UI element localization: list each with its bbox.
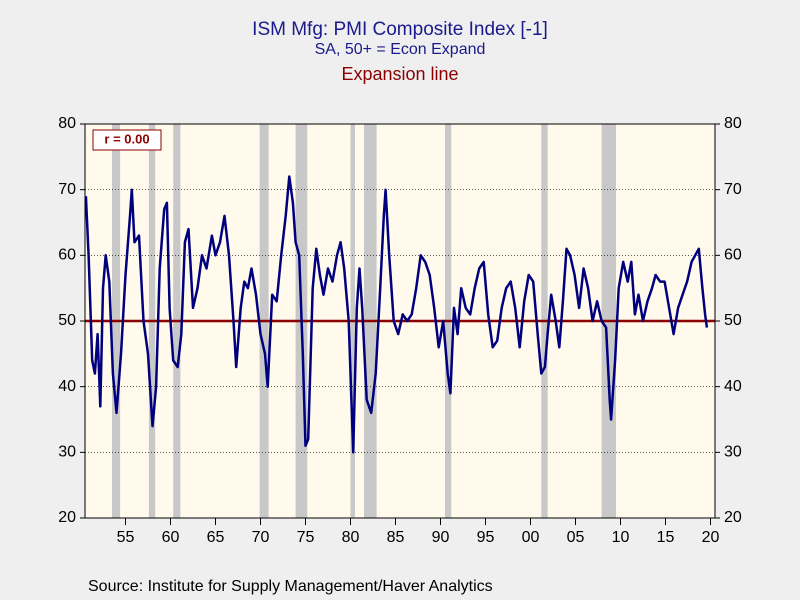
y-tick-label: 20: [58, 509, 76, 526]
x-tick-label: 20: [702, 529, 720, 546]
y2-tick-label: 50: [724, 312, 742, 329]
x-tick-label: 60: [162, 529, 180, 546]
x-tick-label: 55: [117, 529, 135, 546]
x-tick-label: 85: [387, 529, 405, 546]
x-tick-label: 05: [567, 529, 585, 546]
x-tick-label: 70: [252, 529, 270, 546]
y2-tick-label: 80: [724, 115, 742, 132]
y2-tick-label: 60: [724, 247, 742, 264]
data-line: [84, 175, 709, 454]
x-tick-label: 15: [657, 529, 675, 546]
x-tick-label: 65: [207, 529, 225, 546]
x-tick-label: 95: [477, 529, 495, 546]
y-tick-label: 80: [58, 115, 76, 132]
source-note: Source: Institute for Supply Management/…: [88, 578, 493, 595]
plot-border: [84, 123, 716, 519]
x-tick-label: 10: [612, 529, 630, 546]
x-tick-label: 90: [432, 529, 450, 546]
y-tick-label: 60: [58, 247, 76, 264]
y-tick-label: 50: [58, 312, 76, 329]
annotation: r = 0.00: [104, 131, 149, 146]
reference-line-label: Expansion line: [341, 64, 458, 84]
y-tick-label: 40: [58, 378, 76, 395]
annotation-box: [92, 129, 162, 151]
y-tick-label: 70: [58, 181, 76, 198]
y-tick-label: 30: [58, 444, 76, 461]
y2-tick-label: 40: [724, 378, 742, 395]
x-tick-label: 80: [342, 529, 360, 546]
x-tick-label: 75: [297, 529, 315, 546]
chart-title: ISM Mfg: PMI Composite Index [-1]: [252, 19, 548, 40]
x-tick-label: 00: [522, 529, 540, 546]
y2-tick-label: 20: [724, 509, 742, 526]
chart-subtitle: SA, 50+ = Econ Expand: [315, 41, 486, 58]
y2-tick-label: 30: [724, 444, 742, 461]
y2-tick-label: 70: [724, 181, 742, 198]
